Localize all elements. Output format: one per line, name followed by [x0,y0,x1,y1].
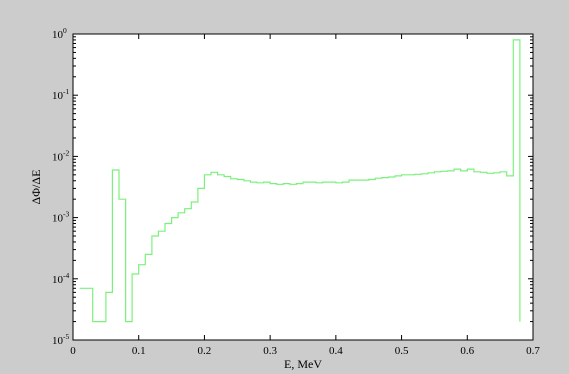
y-tick-label: 10-5 [52,332,69,347]
x-tick-label: 0.3 [263,345,277,357]
y-tick-exponent: -4 [63,271,69,280]
x-tick-label: 0.6 [460,345,474,357]
y-tick-exponent: -3 [63,210,69,219]
x-axis-label: E, MeV [284,357,322,371]
y-tick-exponent: -2 [63,148,69,157]
x-tick-labels: 0 0.1 0.2 0.3 0.4 0.5 0.6 0.7 [70,345,540,357]
x-tick-label: 0.2 [198,345,212,357]
series-line [79,39,521,323]
y-tick-label: 10-2 [52,148,69,163]
axis-ticks [72,33,534,341]
y-tick-exponent: 0 [63,26,67,35]
y-tick-exponent: -1 [63,87,69,96]
x-tick-label: 0 [70,345,76,357]
plot-area [72,33,534,341]
y-tick-base: 10 [52,335,64,347]
y-tick-base: 10 [52,274,64,286]
y-axis-label: ΔΦ/ΔE [29,170,43,205]
y-tick-label: 10-3 [52,210,69,225]
x-tick-label: 0.5 [395,345,409,357]
y-tick-base: 10 [52,90,64,102]
y-tick-base: 10 [52,213,64,225]
y-tick-label: 100 [52,26,67,41]
y-tick-label: 10-4 [52,271,69,286]
x-tick-label: 0.4 [329,345,343,357]
y-tick-base: 10 [52,151,64,163]
y-tick-exponent: -5 [63,332,69,341]
x-tick-label: 0.7 [526,345,540,357]
y-tick-base: 10 [52,29,64,41]
y-tick-label: 10-1 [52,87,69,102]
x-tick-label: 0.1 [132,345,146,357]
